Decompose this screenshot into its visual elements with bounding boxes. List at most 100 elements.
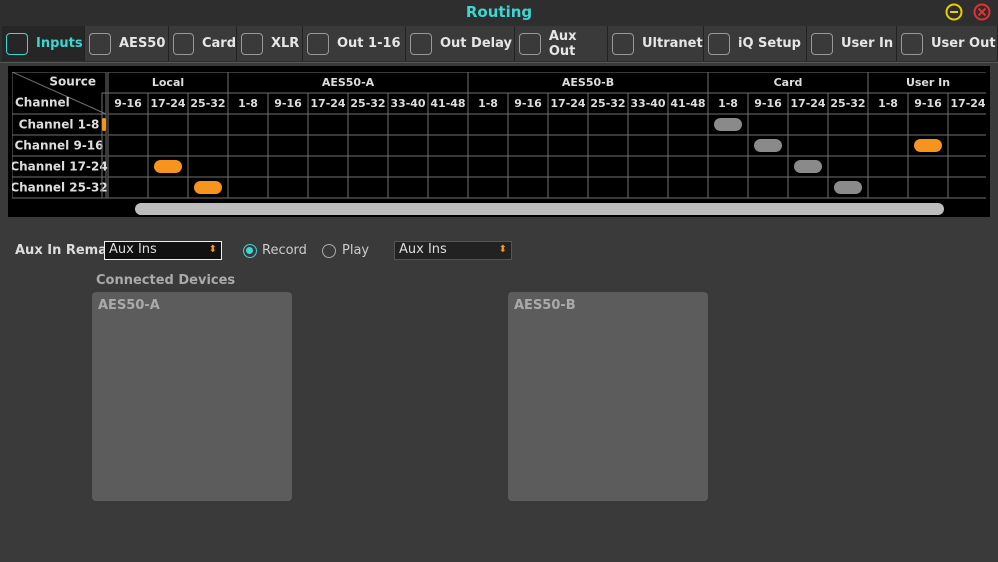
group-label: AES50-B <box>562 76 614 89</box>
route-marker <box>914 139 942 152</box>
column-label: 9-16 <box>754 97 782 110</box>
column-label: 17-24 <box>150 97 186 110</box>
select-value: Aux Ins <box>109 242 157 257</box>
tab-icon <box>612 32 634 55</box>
column-label: 9-16 <box>274 97 302 110</box>
play-radio[interactable] <box>322 244 336 258</box>
tab-label: User Out <box>931 36 996 51</box>
column-label: 33-40 <box>390 97 426 110</box>
corner-source: Source <box>49 75 96 89</box>
tab-label: Card <box>201 36 236 51</box>
route-marker <box>714 118 742 131</box>
close-button[interactable] <box>973 3 991 21</box>
tab-bar: Inputs AES50 Card XLR Out 1-16 Out Delay Aux O… <box>0 25 998 63</box>
tab[interactable]: Ultranet <box>608 26 704 61</box>
tab[interactable]: User Out <box>897 26 998 61</box>
column-label: 9-16 <box>514 97 542 110</box>
tab-icon <box>173 32 194 55</box>
tab-label: Ultranet <box>642 36 703 51</box>
tab-label: iQ Setup <box>738 36 801 51</box>
row-label: Channel 25-32 <box>10 181 107 195</box>
cell[interactable] <box>947 176 988 199</box>
routing-matrix: Source Channel Channel 1-8 Channel 9-16 Chan… <box>8 66 990 217</box>
select-value: Aux Ins <box>399 242 447 257</box>
column-label: 25-32 <box>350 97 385 110</box>
column-label: 17-24 <box>310 97 346 110</box>
route-marker <box>754 139 782 152</box>
route-marker <box>154 160 182 173</box>
record-radio[interactable] <box>243 244 257 258</box>
tab[interactable]: iQ Setup <box>704 26 807 61</box>
tab[interactable]: AES50 <box>85 26 169 61</box>
device-panel: AES50-B <box>508 292 708 501</box>
tab-icon <box>6 32 28 55</box>
route-marker <box>102 118 106 131</box>
group-label: Card <box>774 76 803 89</box>
column-label: 9-16 <box>914 97 942 110</box>
column-label: 9-16 <box>114 97 142 110</box>
tab-label: Inputs <box>36 36 83 51</box>
tab[interactable]: Card <box>169 26 237 61</box>
tab-label: XLR <box>271 36 300 51</box>
matrix-background <box>8 66 990 217</box>
tab-icon <box>307 32 329 55</box>
grid: Source Channel Channel 1-8 Channel 9-16 Chan… <box>10 72 988 199</box>
aux-target-select[interactable]: Aux Ins ⬍ <box>394 241 512 260</box>
device-label: AES50-A <box>98 298 160 313</box>
row-label: Channel 9-16 <box>15 139 104 153</box>
tab[interactable]: User In <box>807 26 897 61</box>
column-label: 25-32 <box>830 97 865 110</box>
tab-label: AES50 <box>119 36 166 51</box>
minimize-button[interactable] <box>945 3 963 21</box>
column-label: 17-24 <box>950 97 986 110</box>
tab-icon <box>811 32 833 55</box>
tab-icon <box>410 32 432 55</box>
tab[interactable]: Out Delay <box>406 26 515 61</box>
tab-label: Out 1-16 <box>337 36 401 51</box>
scrollbar-thumb[interactable] <box>135 203 944 215</box>
corner-channel: Channel <box>15 96 70 110</box>
device-panel: AES50-A <box>92 292 292 501</box>
aux-in-remap-label: Aux In Remap <box>15 243 117 258</box>
tab[interactable]: Aux Out <box>515 26 608 61</box>
row-header <box>12 176 107 199</box>
column-label: 41-48 <box>430 97 465 110</box>
tab-label: User In <box>841 36 894 51</box>
window-title: Routing <box>465 3 533 21</box>
column-label: 41-48 <box>670 97 705 110</box>
route-marker <box>194 181 222 194</box>
window-buttons <box>945 3 991 21</box>
column-label: 33-40 <box>630 97 666 110</box>
column-label: 1-8 <box>478 97 498 110</box>
column-label: 25-32 <box>190 97 225 110</box>
tab-icon <box>89 32 111 55</box>
route-marker <box>794 160 822 173</box>
tab-label: Aux Out <box>548 28 577 59</box>
column-label: 17-24 <box>790 97 826 110</box>
tab[interactable]: Out 1-16 <box>303 26 406 61</box>
column-label: 1-8 <box>878 97 898 110</box>
column-label: 25-32 <box>590 97 625 110</box>
column-label: 1-8 <box>238 97 258 110</box>
aux-in-select[interactable]: Aux Ins ⬍ <box>104 241 222 260</box>
corner-diagonal <box>12 72 107 115</box>
device-label: AES50-B <box>514 298 576 313</box>
row-label: Channel 1-8 <box>19 118 100 132</box>
route-marker <box>834 181 862 194</box>
group-label: Local <box>152 76 184 89</box>
row-label: Channel 17-24 <box>10 160 107 174</box>
column-label: 17-24 <box>550 97 586 110</box>
tab-icon <box>901 32 923 55</box>
tab[interactable]: Inputs <box>2 26 85 61</box>
play-label: Play <box>342 243 370 258</box>
tab-icon <box>708 32 730 55</box>
tab[interactable]: XLR <box>237 26 303 61</box>
tab-label: Out Delay <box>440 36 512 51</box>
record-label: Record <box>262 243 307 258</box>
title-bar: Routing <box>0 0 998 25</box>
column-label: 1-8 <box>718 97 738 110</box>
tab-icon <box>519 32 541 55</box>
group-label: User In <box>906 76 950 89</box>
group-label: AES50-A <box>322 76 375 89</box>
